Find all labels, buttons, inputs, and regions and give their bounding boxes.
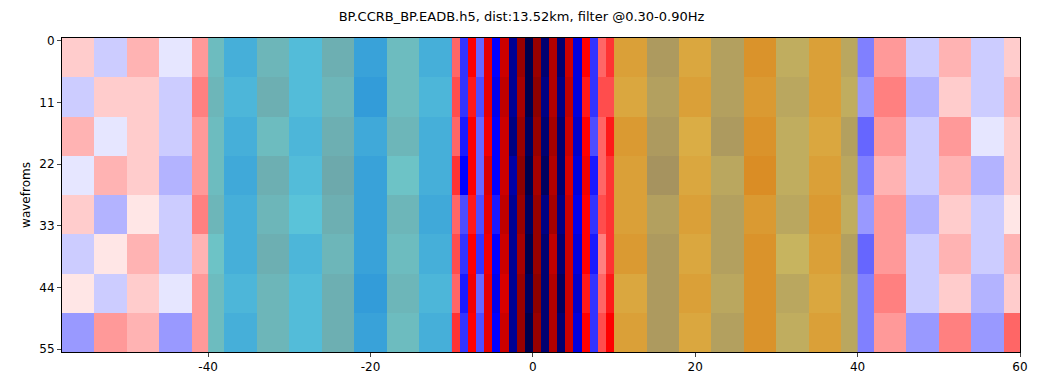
svg-text:22: 22 xyxy=(39,157,54,171)
svg-text:0: 0 xyxy=(529,360,537,374)
svg-text:-40: -40 xyxy=(198,360,218,374)
svg-text:-20: -20 xyxy=(361,360,381,374)
svg-text:44: 44 xyxy=(39,281,54,295)
svg-text:BP.CCRB_BP.EADB.h5, dist:13.52: BP.CCRB_BP.EADB.h5, dist:13.52km, filter… xyxy=(339,9,705,24)
svg-text:11: 11 xyxy=(39,96,54,110)
svg-text:wavefroms: wavefroms xyxy=(19,162,33,228)
svg-text:20: 20 xyxy=(688,360,703,374)
svg-text:0: 0 xyxy=(47,34,55,48)
svg-text:60: 60 xyxy=(1012,360,1027,374)
svg-text:40: 40 xyxy=(850,360,865,374)
svg-text:55: 55 xyxy=(39,342,54,356)
svg-text:33: 33 xyxy=(39,219,54,233)
